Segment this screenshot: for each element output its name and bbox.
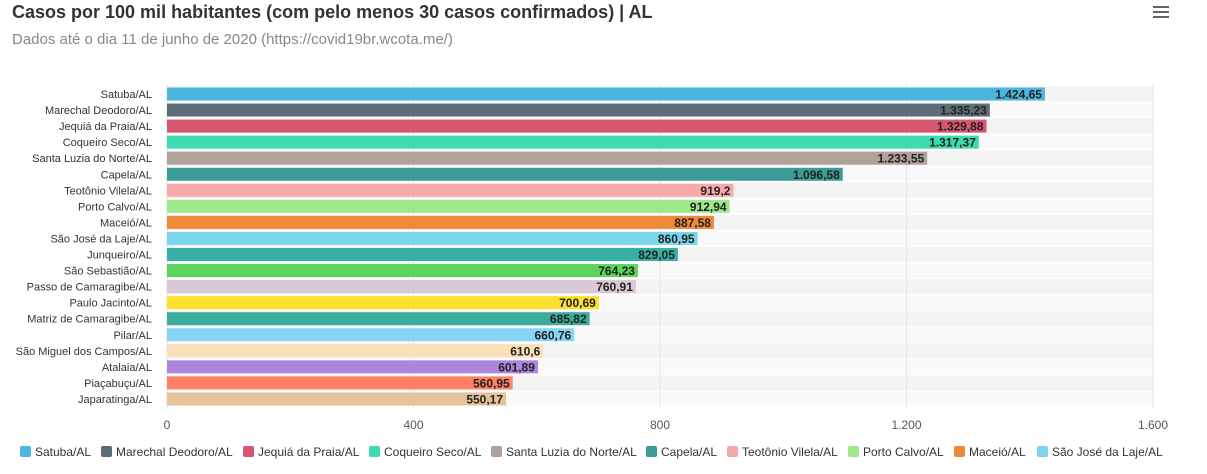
chart-title: Casos por 100 mil habitantes (com pelo m… bbox=[12, 2, 653, 22]
category-label: Coqueiro Seco/AL bbox=[63, 137, 152, 149]
value-label: 760,91 bbox=[596, 280, 633, 294]
value-label: 764,23 bbox=[598, 264, 635, 278]
bar[interactable] bbox=[167, 167, 843, 181]
value-label: 860,95 bbox=[658, 232, 695, 246]
legend-item[interactable]: Marechal Deodoro/AL bbox=[116, 445, 233, 459]
legend-swatch[interactable] bbox=[20, 446, 31, 457]
bar[interactable] bbox=[167, 296, 599, 310]
category-label: Japaratinga/AL bbox=[78, 394, 152, 406]
category-label: Passo de Camaragibe/AL bbox=[27, 282, 152, 294]
bar[interactable] bbox=[167, 328, 575, 342]
category-label: Marechal Deodoro/AL bbox=[45, 105, 152, 117]
category-label: Atalaia/AL bbox=[102, 362, 152, 374]
value-label: 1.329,88 bbox=[937, 120, 984, 134]
value-label: 912,94 bbox=[690, 200, 727, 214]
category-label: Satuba/AL bbox=[101, 89, 152, 101]
value-label: 1.317,37 bbox=[929, 136, 976, 150]
category-label: Jequiá da Praia/AL bbox=[59, 121, 152, 133]
legend-swatch[interactable] bbox=[101, 446, 112, 457]
value-label: 1.335,23 bbox=[940, 104, 987, 118]
legend-swatch[interactable] bbox=[727, 446, 738, 457]
bar[interactable] bbox=[167, 119, 987, 133]
legend-swatch[interactable] bbox=[646, 446, 657, 457]
value-label: 601,89 bbox=[498, 360, 535, 374]
category-label: Teotônio Vilela/AL bbox=[64, 185, 152, 197]
legend-swatch[interactable] bbox=[369, 446, 380, 457]
chart-subtitle: Dados até o dia 11 de junho de 2020 (htt… bbox=[12, 31, 453, 48]
legend-swatch[interactable] bbox=[954, 446, 965, 457]
category-label: Santa Luzia do Norte/AL bbox=[32, 153, 152, 165]
category-label: Pilar/AL bbox=[113, 330, 152, 342]
x-tick-label: 0 bbox=[164, 418, 171, 432]
bar[interactable] bbox=[167, 199, 730, 213]
legend-item[interactable]: Teotônio Vilela/AL bbox=[742, 445, 838, 459]
legend-item[interactable]: Santa Luzia do Norte/AL bbox=[506, 445, 637, 459]
legend-item[interactable]: Coqueiro Seco/AL bbox=[384, 445, 482, 459]
bar[interactable] bbox=[167, 215, 714, 229]
bar[interactable] bbox=[167, 135, 979, 149]
bar[interactable] bbox=[167, 392, 507, 406]
category-label: Porto Calvo/AL bbox=[78, 201, 152, 213]
category-label: São José da Laje/AL bbox=[50, 233, 152, 245]
value-label: 919,2 bbox=[700, 184, 730, 198]
value-label: 550,17 bbox=[466, 392, 503, 406]
legend-item[interactable]: Satuba/AL bbox=[35, 445, 91, 459]
legend-item[interactable]: Capela/AL bbox=[661, 445, 717, 459]
value-label: 560,95 bbox=[473, 376, 510, 390]
bar[interactable] bbox=[167, 103, 990, 117]
legend-swatch[interactable] bbox=[243, 446, 254, 457]
bar[interactable] bbox=[167, 312, 590, 326]
bar[interactable] bbox=[167, 344, 544, 358]
value-label: 1.233,55 bbox=[877, 152, 924, 166]
value-label: 700,69 bbox=[559, 296, 596, 310]
bar[interactable] bbox=[167, 183, 734, 197]
category-label: Matriz de Camaragibe/AL bbox=[27, 314, 152, 326]
value-label: 887,58 bbox=[674, 216, 711, 230]
x-tick-label: 1.200 bbox=[891, 418, 921, 432]
category-label: São Sebastião/AL bbox=[64, 266, 152, 278]
legend-item[interactable]: Maceió/AL bbox=[969, 445, 1026, 459]
bar[interactable] bbox=[167, 280, 636, 294]
bar[interactable] bbox=[167, 151, 928, 165]
value-label: 829,05 bbox=[638, 248, 675, 262]
x-tick-label: 1.600 bbox=[1138, 418, 1168, 432]
x-tick-label: 800 bbox=[650, 418, 670, 432]
category-label: Piaçabuçu/AL bbox=[84, 378, 152, 390]
category-label: Capela/AL bbox=[101, 169, 152, 181]
hamburger-menu-icon[interactable] bbox=[1152, 4, 1170, 20]
category-label: Paulo Jacinto/AL bbox=[69, 298, 152, 310]
legend-item[interactable]: Porto Calvo/AL bbox=[863, 445, 944, 459]
x-tick-label: 400 bbox=[403, 418, 423, 432]
bar[interactable] bbox=[167, 231, 698, 245]
legend-swatch[interactable] bbox=[848, 446, 859, 457]
value-label: 1.096,58 bbox=[793, 168, 840, 182]
bar[interactable] bbox=[167, 248, 678, 261]
value-label: 610,6 bbox=[510, 344, 540, 358]
legend-item[interactable]: Jequiá da Praia/AL bbox=[258, 445, 360, 459]
bar[interactable] bbox=[167, 376, 513, 390]
value-label: 660,76 bbox=[534, 328, 571, 342]
category-label: São Miguel dos Campos/AL bbox=[16, 346, 152, 358]
category-label: Junqueiro/AL bbox=[87, 250, 152, 262]
value-label: 1.424,65 bbox=[995, 88, 1042, 102]
bar[interactable] bbox=[167, 87, 1045, 101]
legend-swatch[interactable] bbox=[1037, 446, 1048, 457]
bar[interactable] bbox=[167, 360, 538, 374]
legend-item[interactable]: São José da Laje/AL bbox=[1052, 445, 1163, 459]
value-label: 685,82 bbox=[550, 312, 587, 326]
category-label: Maceió/AL bbox=[100, 217, 152, 229]
bar[interactable] bbox=[167, 264, 638, 278]
legend-swatch[interactable] bbox=[491, 446, 502, 457]
